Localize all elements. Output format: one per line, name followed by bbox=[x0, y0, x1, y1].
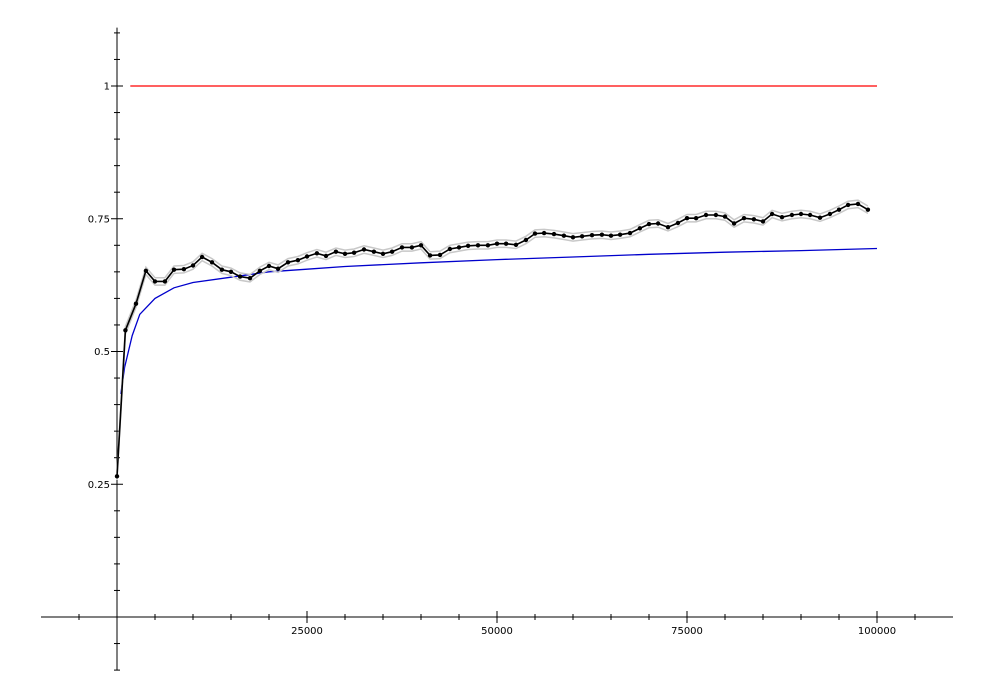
data-point bbox=[333, 249, 339, 254]
data-point bbox=[456, 245, 462, 250]
data-point bbox=[323, 253, 329, 259]
data-point bbox=[447, 246, 453, 252]
data-point bbox=[779, 215, 785, 220]
data-point bbox=[247, 276, 253, 281]
data-point bbox=[342, 251, 348, 256]
data-point bbox=[865, 207, 871, 212]
data-point bbox=[807, 212, 813, 218]
data-point bbox=[304, 254, 310, 259]
data-point bbox=[275, 266, 281, 271]
data-point bbox=[741, 216, 747, 221]
data-point bbox=[199, 254, 205, 260]
data-point bbox=[693, 216, 699, 221]
x-tick-label: 50000 bbox=[481, 626, 513, 637]
data-point bbox=[760, 219, 766, 224]
tick-labels: 25000 50000 75000 100000 0.25 0.5 0.75 1 bbox=[88, 82, 896, 638]
data-point bbox=[162, 279, 168, 284]
data-point bbox=[646, 221, 652, 227]
data-point bbox=[541, 230, 547, 236]
y-tick-label: 0.75 bbox=[88, 214, 110, 225]
data-point bbox=[713, 212, 719, 218]
data-point bbox=[427, 253, 433, 258]
data-point bbox=[731, 221, 737, 226]
data-point bbox=[418, 243, 424, 248]
confidence-band-upper bbox=[116, 199, 869, 473]
data-point bbox=[579, 234, 585, 239]
data-point bbox=[380, 251, 386, 256]
x-tick-label: 75000 bbox=[671, 626, 703, 637]
data-point bbox=[655, 221, 661, 226]
series-group bbox=[114, 85, 878, 481]
data-point bbox=[589, 233, 595, 238]
data-point bbox=[475, 243, 481, 248]
data-point bbox=[371, 249, 377, 254]
data-point bbox=[855, 201, 861, 207]
data-point bbox=[722, 214, 728, 219]
data-point bbox=[314, 251, 320, 256]
data-point bbox=[181, 267, 187, 272]
data-point bbox=[190, 263, 196, 268]
data-point bbox=[123, 328, 128, 333]
data-point bbox=[237, 274, 243, 279]
data-point bbox=[389, 249, 395, 254]
y-tick-label: 1 bbox=[104, 82, 110, 93]
data-point bbox=[228, 269, 234, 274]
data-point bbox=[675, 220, 681, 226]
data-point bbox=[513, 242, 519, 247]
data-point bbox=[295, 258, 301, 263]
data-point bbox=[684, 216, 690, 221]
data-point bbox=[551, 231, 557, 237]
data-point bbox=[617, 232, 623, 237]
data-point bbox=[437, 252, 443, 258]
data-point bbox=[523, 237, 529, 243]
data-point bbox=[751, 217, 757, 222]
y-tick-label: 0.5 bbox=[94, 347, 110, 358]
data-point bbox=[789, 212, 795, 218]
data-point bbox=[845, 202, 851, 208]
data-point bbox=[152, 279, 158, 284]
data-point bbox=[171, 267, 177, 272]
data-point bbox=[361, 247, 367, 252]
data-point bbox=[827, 211, 833, 217]
data-point bbox=[133, 301, 139, 306]
data-point bbox=[285, 260, 291, 265]
data-point bbox=[637, 226, 643, 231]
data-point bbox=[665, 225, 671, 230]
data-point bbox=[143, 268, 149, 273]
data-point bbox=[266, 263, 272, 269]
data-point bbox=[532, 231, 538, 236]
data-point bbox=[608, 233, 614, 238]
data-point bbox=[570, 235, 576, 240]
x-tick-label: 100000 bbox=[858, 626, 896, 637]
confidence-band-lower bbox=[116, 206, 869, 481]
data-point bbox=[703, 212, 709, 218]
data-point bbox=[219, 267, 225, 272]
data-point bbox=[257, 268, 263, 273]
data-point bbox=[561, 233, 567, 238]
data-point bbox=[114, 474, 120, 479]
data-point bbox=[599, 232, 605, 237]
y-tick-label: 0.25 bbox=[88, 480, 110, 491]
data-point bbox=[836, 207, 842, 212]
data-point bbox=[769, 211, 775, 217]
data-point bbox=[817, 215, 823, 220]
reference-curve bbox=[120, 247, 878, 395]
data-point bbox=[627, 230, 633, 236]
data-point bbox=[409, 245, 415, 250]
data-point bbox=[798, 211, 804, 217]
ticks bbox=[78, 32, 916, 671]
x-tick-label: 25000 bbox=[291, 626, 323, 637]
data-point bbox=[351, 250, 357, 255]
data-point bbox=[485, 243, 491, 248]
data-point bbox=[465, 243, 471, 248]
data-point bbox=[494, 241, 500, 246]
data-point bbox=[209, 260, 215, 265]
data-point bbox=[503, 241, 509, 246]
measured-series-line bbox=[116, 203, 869, 477]
axes bbox=[41, 27, 953, 671]
data-point bbox=[399, 245, 405, 250]
